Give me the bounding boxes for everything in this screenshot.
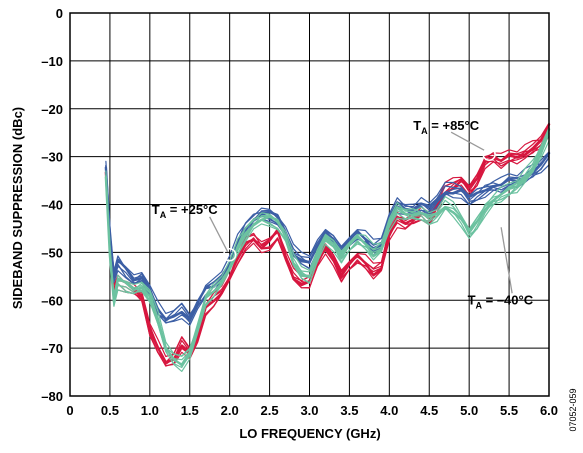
- figure-id: 07052-059: [568, 388, 578, 431]
- x-tick-label: 5.0: [460, 403, 478, 418]
- annotation-marker: [485, 213, 501, 230]
- trace-tm40-7: [105, 132, 550, 369]
- plot-frame: [69, 12, 550, 397]
- grid: [70, 13, 549, 396]
- y-tick-label: –20: [41, 102, 63, 117]
- x-tick-label: 5.5: [500, 403, 518, 418]
- trace-tm40-4: [105, 128, 550, 357]
- annotation-label: TA = +85°C: [413, 118, 480, 136]
- annotation-t85: TA = +85°C: [413, 118, 496, 161]
- annotation-label: TA = –40°C: [468, 292, 534, 310]
- x-tick-label: 4.0: [380, 403, 398, 418]
- x-tick-label: 3.5: [340, 403, 358, 418]
- y-tick-labels: 0 –10 –20 –30 –40 –50 –60 –70 –80: [41, 6, 63, 404]
- annotation-marker: [482, 147, 496, 161]
- y-tick-label: –70: [41, 341, 63, 356]
- x-tick-label: 2.5: [261, 403, 279, 418]
- x-tick-label: 1.0: [141, 403, 159, 418]
- annotation-leader: [209, 216, 229, 253]
- annotation-marker: [222, 248, 237, 262]
- x-tick-label: 4.5: [420, 403, 438, 418]
- trace-t25-6: [105, 154, 550, 322]
- x-tick-label: 0: [66, 403, 73, 418]
- x-tick-label: 0.5: [101, 403, 119, 418]
- y-tick-label: –80: [41, 389, 63, 404]
- annotation-leader: [450, 131, 485, 151]
- series-tm40: [104, 127, 551, 372]
- x-tick-label: 6.0: [540, 403, 558, 418]
- y-tick-label: –60: [41, 293, 63, 308]
- annotation-label: TA = +25°C: [152, 202, 219, 220]
- x-tick-label: 3.0: [300, 403, 318, 418]
- temperature-annotations: TA = +85°C TA = +25°C TA = –40°C: [152, 118, 534, 310]
- y-tick-label: –10: [41, 54, 63, 69]
- y-tick-label: –30: [41, 150, 63, 165]
- annotation-leader: [500, 227, 513, 294]
- annotation-t25: TA = +25°C: [152, 202, 237, 262]
- y-axis-title: SIDEBAND SUPPRESSION (dBc): [10, 107, 25, 309]
- y-tick-label: 0: [56, 6, 63, 21]
- x-tick-labels: 0 0.5 1.0 1.5 2.0 2.5 3.0 3.5 4.0 4.5 5.0 5.5 6.0: [66, 403, 558, 418]
- x-tick-label: 2.0: [221, 403, 239, 418]
- trace-tm40-6: [105, 130, 550, 361]
- y-tick-label: –50: [41, 245, 63, 260]
- x-tick-label: 1.5: [181, 403, 199, 418]
- y-tick-label: –40: [41, 198, 63, 213]
- trace-t25-4: [105, 152, 550, 316]
- trace-t85-7: [105, 127, 550, 367]
- annotation-tm40: TA = –40°C: [468, 213, 534, 310]
- trace-bundles: [104, 122, 551, 372]
- x-axis-title: LO FREQUENCY (GHz): [239, 426, 380, 441]
